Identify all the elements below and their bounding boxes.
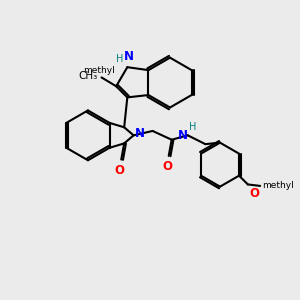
Text: CH₃: CH₃	[78, 71, 97, 81]
Text: H: H	[189, 122, 196, 132]
Text: methyl: methyl	[83, 66, 115, 75]
Text: O: O	[162, 160, 172, 173]
Text: O: O	[249, 187, 259, 200]
Text: O: O	[115, 164, 125, 177]
Text: H: H	[116, 54, 124, 64]
Text: methyl: methyl	[262, 182, 294, 190]
Text: N: N	[178, 129, 188, 142]
Text: N: N	[124, 50, 134, 63]
Text: N: N	[135, 128, 145, 140]
